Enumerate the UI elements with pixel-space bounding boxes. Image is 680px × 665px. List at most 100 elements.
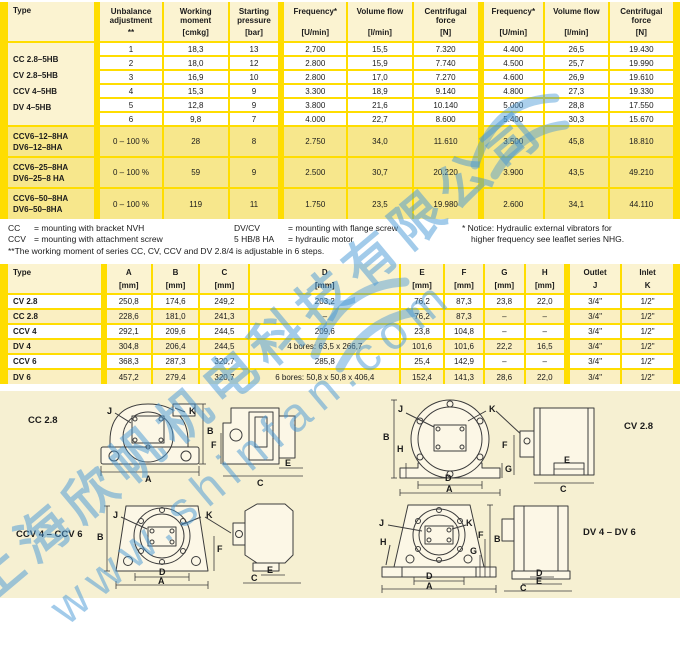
table-cell: 2.800: [278, 69, 348, 84]
table-cell: –: [483, 308, 525, 324]
table-cell: 45,8: [543, 125, 609, 157]
footnote-key: DV/CV: [234, 223, 260, 233]
table-cell: 49.210: [607, 156, 677, 188]
table-cell: 25,4: [399, 353, 444, 369]
drawing-label-ccv: CCV 4 – CCV 6: [16, 529, 83, 540]
header-cell: Starting pressure [bar]: [232, 6, 277, 38]
table-cell: 2: [94, 55, 163, 70]
dim-letter: J: [113, 510, 119, 520]
table-cell: 3.500: [477, 125, 545, 157]
spec-table: Type Unbalance adjustment ** Working moment…: [0, 2, 680, 219]
header-cell: E [mm]: [403, 267, 441, 291]
table-cell: 119: [161, 187, 229, 219]
dim-letter: F: [502, 440, 508, 450]
column-title: Volume flow: [356, 6, 404, 16]
table-cell: 249,2: [198, 293, 250, 309]
dim-letter: B: [207, 426, 214, 436]
table-cell: 4.500: [477, 55, 545, 70]
footnote-value: = hydraulic motor: [288, 234, 354, 245]
column-unit: [U/min]: [301, 27, 330, 37]
table-cell: 30,7: [346, 156, 413, 188]
column-header: Type: [4, 264, 104, 295]
column-title: Frequency*: [293, 6, 338, 16]
table-cell: 3.800: [278, 97, 348, 112]
table-cell: 4.000: [278, 111, 348, 126]
table-cell: 34,1: [543, 187, 609, 219]
drawings-area: CC 2.8 CV 2.8 CCV 4 – CCV 6 DV 4 – DV 6: [0, 391, 680, 598]
table-cell: 4.800: [477, 83, 545, 98]
column-header: Volume flow [l/min]: [543, 2, 609, 43]
table-cell: 1/2": [620, 353, 677, 369]
dim-letter: G: [505, 464, 513, 474]
column-title: H: [541, 267, 548, 277]
column-unit: [mm]: [315, 280, 335, 290]
notice-line-2: higher frequency see leaflet series NHG.: [471, 234, 625, 245]
table-cell: 8.600: [411, 111, 481, 126]
column-header: Outlet J: [563, 264, 622, 295]
column-unit: [mm]: [214, 280, 235, 290]
table-cell: 101,6: [399, 338, 444, 354]
cc-drawing: [100, 403, 303, 477]
table-row: 4 15,3 9 3.300 18,9 9.140 4.800 27,3 19.330: [4, 83, 677, 98]
column-header: Starting pressure [bar]: [227, 2, 282, 43]
table-cell: 3.300: [278, 83, 348, 98]
column-unit: [mm]: [118, 280, 139, 290]
type-name: CCV 4–5HB: [13, 87, 58, 96]
column-unit: J: [592, 280, 598, 290]
table-cell: 19.330: [607, 83, 677, 98]
footnote-definitions-2: DV/CV = mounting with flange screw 5 HB/8…: [234, 223, 462, 245]
dim-letter: J: [398, 404, 404, 414]
table-cell: 19.610: [607, 69, 677, 84]
dim-letter: G: [470, 546, 478, 556]
table-row: CCV6–50–8HA DV6–50–8HA 0 – 100 % 119 11 1.750…: [4, 187, 677, 219]
dim-letter: A: [426, 581, 433, 591]
table-cell: 320,7: [198, 368, 250, 384]
table-cell: 3/4": [563, 338, 622, 354]
table-cell: 279,4: [150, 368, 200, 384]
dim-letter: K: [466, 518, 473, 528]
column-unit: [l/min]: [564, 27, 589, 37]
table-cell: 142,9: [442, 353, 485, 369]
column-title: F: [461, 267, 467, 277]
table-cell: 9: [227, 83, 282, 98]
table-cell: 18.810: [607, 125, 677, 157]
footnote-definitions-1: CC = mounting with bracket NVH CCV = mount…: [8, 223, 234, 245]
dim-letter: F: [217, 544, 223, 554]
table-cell: 15,3: [161, 83, 229, 98]
table-cell: 17.550: [607, 97, 677, 112]
column-header: A [mm]: [100, 264, 152, 295]
type-name: DV6–12–8HA: [13, 142, 63, 152]
header-cell: Centrifugal force [N]: [612, 6, 671, 38]
column-title: Inlet: [639, 267, 656, 277]
dim-letter: E: [536, 576, 543, 586]
header-cell: D [mm]: [252, 267, 397, 291]
table-cell: 1/2": [620, 368, 677, 384]
dim-letter: D: [445, 473, 452, 483]
column-header: C [mm]: [198, 264, 250, 295]
column-title: G: [501, 267, 508, 277]
table-cell: 6: [94, 111, 163, 126]
table-cell: 17,0: [346, 69, 413, 84]
table-row: 6 9,8 7 4.000 22,7 8.600 5.400 30,3 15.670: [4, 111, 677, 126]
column-title: Starting pressure: [237, 6, 271, 25]
table-cell: 3/4": [563, 293, 622, 309]
table-cell: 7.270: [411, 69, 481, 84]
header-cell: G [mm]: [487, 267, 521, 291]
table-cell: 9: [227, 97, 282, 112]
column-title: C: [221, 267, 228, 277]
table-cell: 19.980: [411, 187, 481, 219]
table-cell: 209,6: [248, 323, 401, 339]
table-cell: 18,3: [161, 41, 229, 56]
table-cell: 59: [161, 156, 229, 188]
column-header: Inlet K: [620, 264, 677, 295]
dim-letter: E: [285, 458, 292, 468]
table-cell: 23,8: [399, 323, 444, 339]
column-unit: [mm]: [165, 280, 186, 290]
dim-letter: A: [158, 576, 165, 586]
table-cell: 320,7: [198, 353, 250, 369]
table-cell: 27,3: [543, 83, 609, 98]
type-name: CCV6–12–8HA: [13, 131, 69, 141]
table-cell: 250,8: [100, 293, 152, 309]
table-row: CCV 4 292,1 209,6 244,5 209,6 23,8 104,8– –3/4"…: [4, 323, 677, 339]
table-cell: 11: [227, 187, 282, 219]
